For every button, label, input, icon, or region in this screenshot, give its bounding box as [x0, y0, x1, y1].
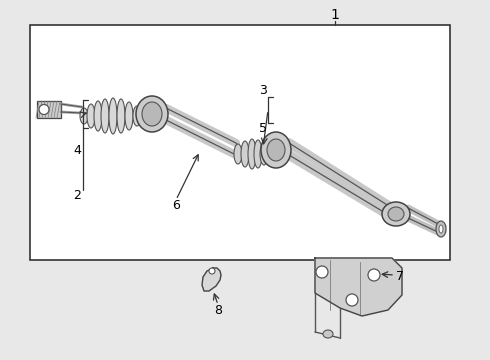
Text: 8: 8	[214, 303, 222, 316]
Ellipse shape	[436, 221, 446, 237]
Ellipse shape	[136, 96, 168, 132]
Ellipse shape	[260, 143, 268, 165]
Ellipse shape	[346, 294, 358, 306]
Ellipse shape	[234, 144, 242, 164]
Text: 1: 1	[331, 8, 340, 22]
Ellipse shape	[388, 207, 404, 221]
Polygon shape	[202, 268, 221, 291]
Ellipse shape	[241, 141, 249, 167]
Ellipse shape	[101, 99, 109, 133]
Text: 2: 2	[73, 189, 81, 202]
Ellipse shape	[87, 104, 95, 128]
Ellipse shape	[117, 99, 125, 133]
Text: 4: 4	[73, 144, 81, 157]
Ellipse shape	[323, 330, 333, 338]
Ellipse shape	[248, 139, 256, 169]
Ellipse shape	[142, 102, 162, 126]
Ellipse shape	[80, 108, 88, 124]
Ellipse shape	[209, 268, 215, 274]
Polygon shape	[315, 258, 402, 316]
Ellipse shape	[39, 104, 49, 114]
Ellipse shape	[125, 102, 133, 130]
Ellipse shape	[267, 139, 285, 161]
Ellipse shape	[439, 225, 443, 233]
Text: 3: 3	[259, 84, 267, 96]
Ellipse shape	[382, 202, 410, 226]
Bar	[30, 25, 450, 260]
Ellipse shape	[94, 101, 102, 131]
Text: 6: 6	[172, 198, 180, 212]
Ellipse shape	[254, 140, 262, 168]
Ellipse shape	[109, 98, 117, 134]
Ellipse shape	[368, 269, 380, 281]
Bar	[37, 101, 61, 118]
Ellipse shape	[139, 109, 147, 123]
Text: 7: 7	[396, 270, 404, 284]
Ellipse shape	[316, 266, 328, 278]
Ellipse shape	[133, 106, 141, 126]
Ellipse shape	[261, 132, 291, 168]
Text: 5: 5	[259, 122, 267, 135]
